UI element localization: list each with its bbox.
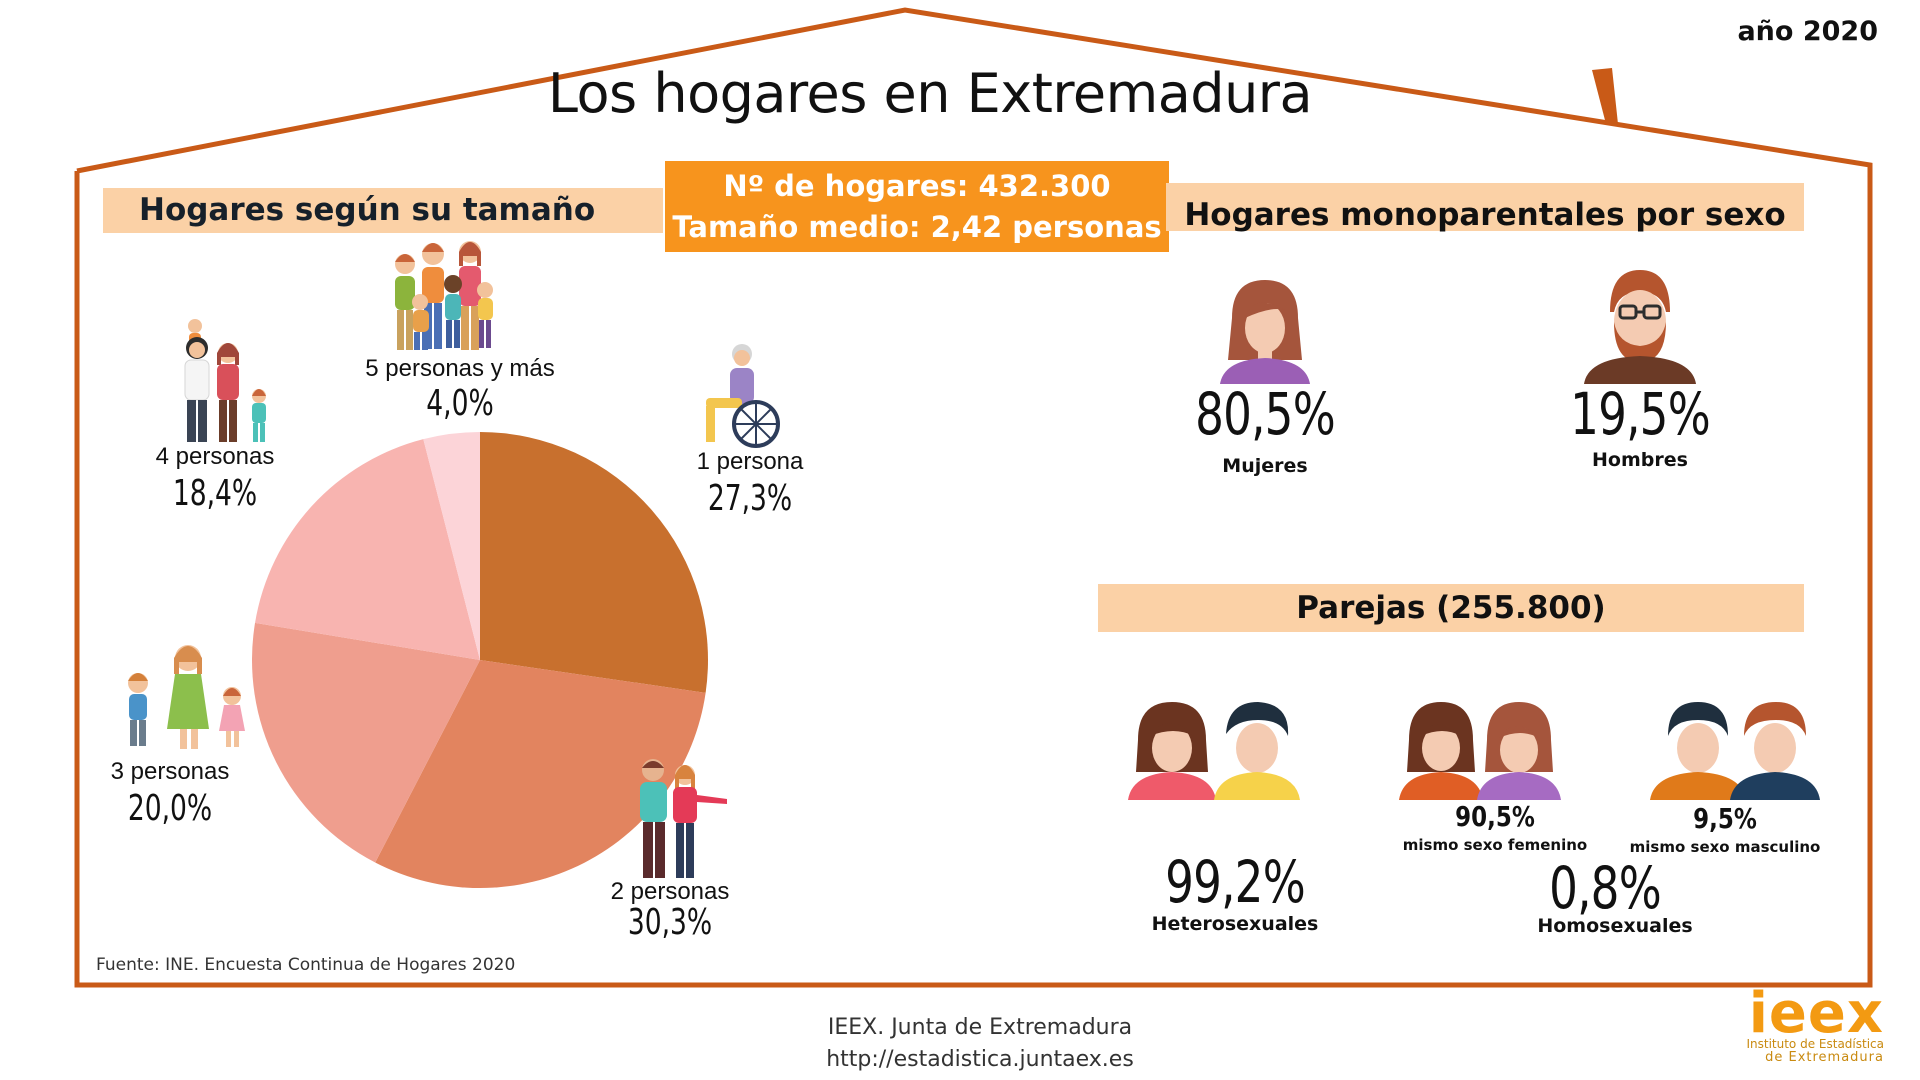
household-size-pie-chart [252,432,708,888]
men-single-parent-pct: 19,5% [1570,380,1711,448]
footer-url[interactable]: http://estadistica.juntaex.es [826,1047,1134,1072]
men-label: Hombres [1592,449,1688,471]
label-5-personas: 5 personas y más [365,355,555,382]
pie-slice-4 [255,439,480,660]
value-1-persona: 27,3% [707,478,793,519]
woman-avatar-icon [1220,280,1310,384]
single-parent-heading-text: Hogares monoparentales por sexo [1184,197,1786,233]
households-count: Nº de hogares: 432.300 [723,169,1111,203]
hetero-couples-label: Heterosexuales [1151,913,1319,935]
value-3-personas: 20,0% [127,788,213,829]
pie-slice-1 [480,432,708,693]
summary-box: Nº de hogares: 432.300 Tamaño medio: 2,4… [665,161,1169,252]
source-note: Fuente: INE. Encuesta Continua de Hogare… [96,955,516,975]
label-3-personas: 3 personas [110,758,230,785]
women-single-parent-pct: 80,5% [1195,380,1336,448]
couple-icon [640,759,727,878]
large-family-icon [395,241,493,350]
female-couple-label: mismo sexo femenino [1402,836,1588,854]
female-couple-pct: 90,5% [1455,800,1535,833]
value-5-personas: 4,0% [426,383,494,424]
family-of-four-icon [184,319,266,442]
women-label: Mujeres [1222,455,1308,477]
chimney [1592,68,1618,124]
value-4-personas: 18,4% [172,473,258,514]
couples-heading: Parejas (255.800) [1098,584,1804,632]
male-couple-icon [1650,702,1820,800]
female-couple-icon [1399,702,1561,800]
hetero-couples-pct: 99,2% [1165,848,1306,916]
elderly-wheelchair-icon [706,344,780,448]
pie-slice-5 [423,432,480,660]
heterosexual-couple-icon [1128,702,1300,800]
male-couple-pct: 9,5% [1693,802,1757,835]
page-title: Los hogares en Extremadura [547,62,1313,125]
logo-wordmark-text: ieex [1748,981,1884,1046]
single-parent-heading: Hogares monoparentales por sexo [1166,183,1804,233]
mean-household-size: Tamaño medio: 2,42 personas [672,210,1162,244]
male-couple-label: mismo sexo masculino [1629,838,1821,856]
homo-couples-pct: 0,8% [1549,854,1662,922]
label-2-personas: 2 personas [610,878,730,905]
label-1-persona: 1 persona [696,448,804,475]
pie-slice-3 [252,622,480,863]
ieex-logo: ieex Instituto de Estadística de Extrema… [1746,986,1884,1065]
logo-wordmark: ieex [1746,986,1884,1042]
footer-org: IEEX. Junta de Extremadura [827,1015,1133,1040]
family-of-three-icon [128,645,245,749]
size-section-heading: Hogares según su tamaño [103,188,663,233]
year-label: año 2020 [1737,16,1878,47]
logo-subtitle-1: Instituto de Estadística [1746,1037,1884,1051]
logo-subtitle-2: de Extremadura [1765,1050,1884,1065]
pie-slice-2 [375,660,706,888]
man-avatar-icon [1584,270,1696,384]
homo-couples-label: Homosexuales [1537,915,1693,937]
value-2-personas: 30,3% [627,902,713,943]
label-4-personas: 4 personas [155,443,275,470]
